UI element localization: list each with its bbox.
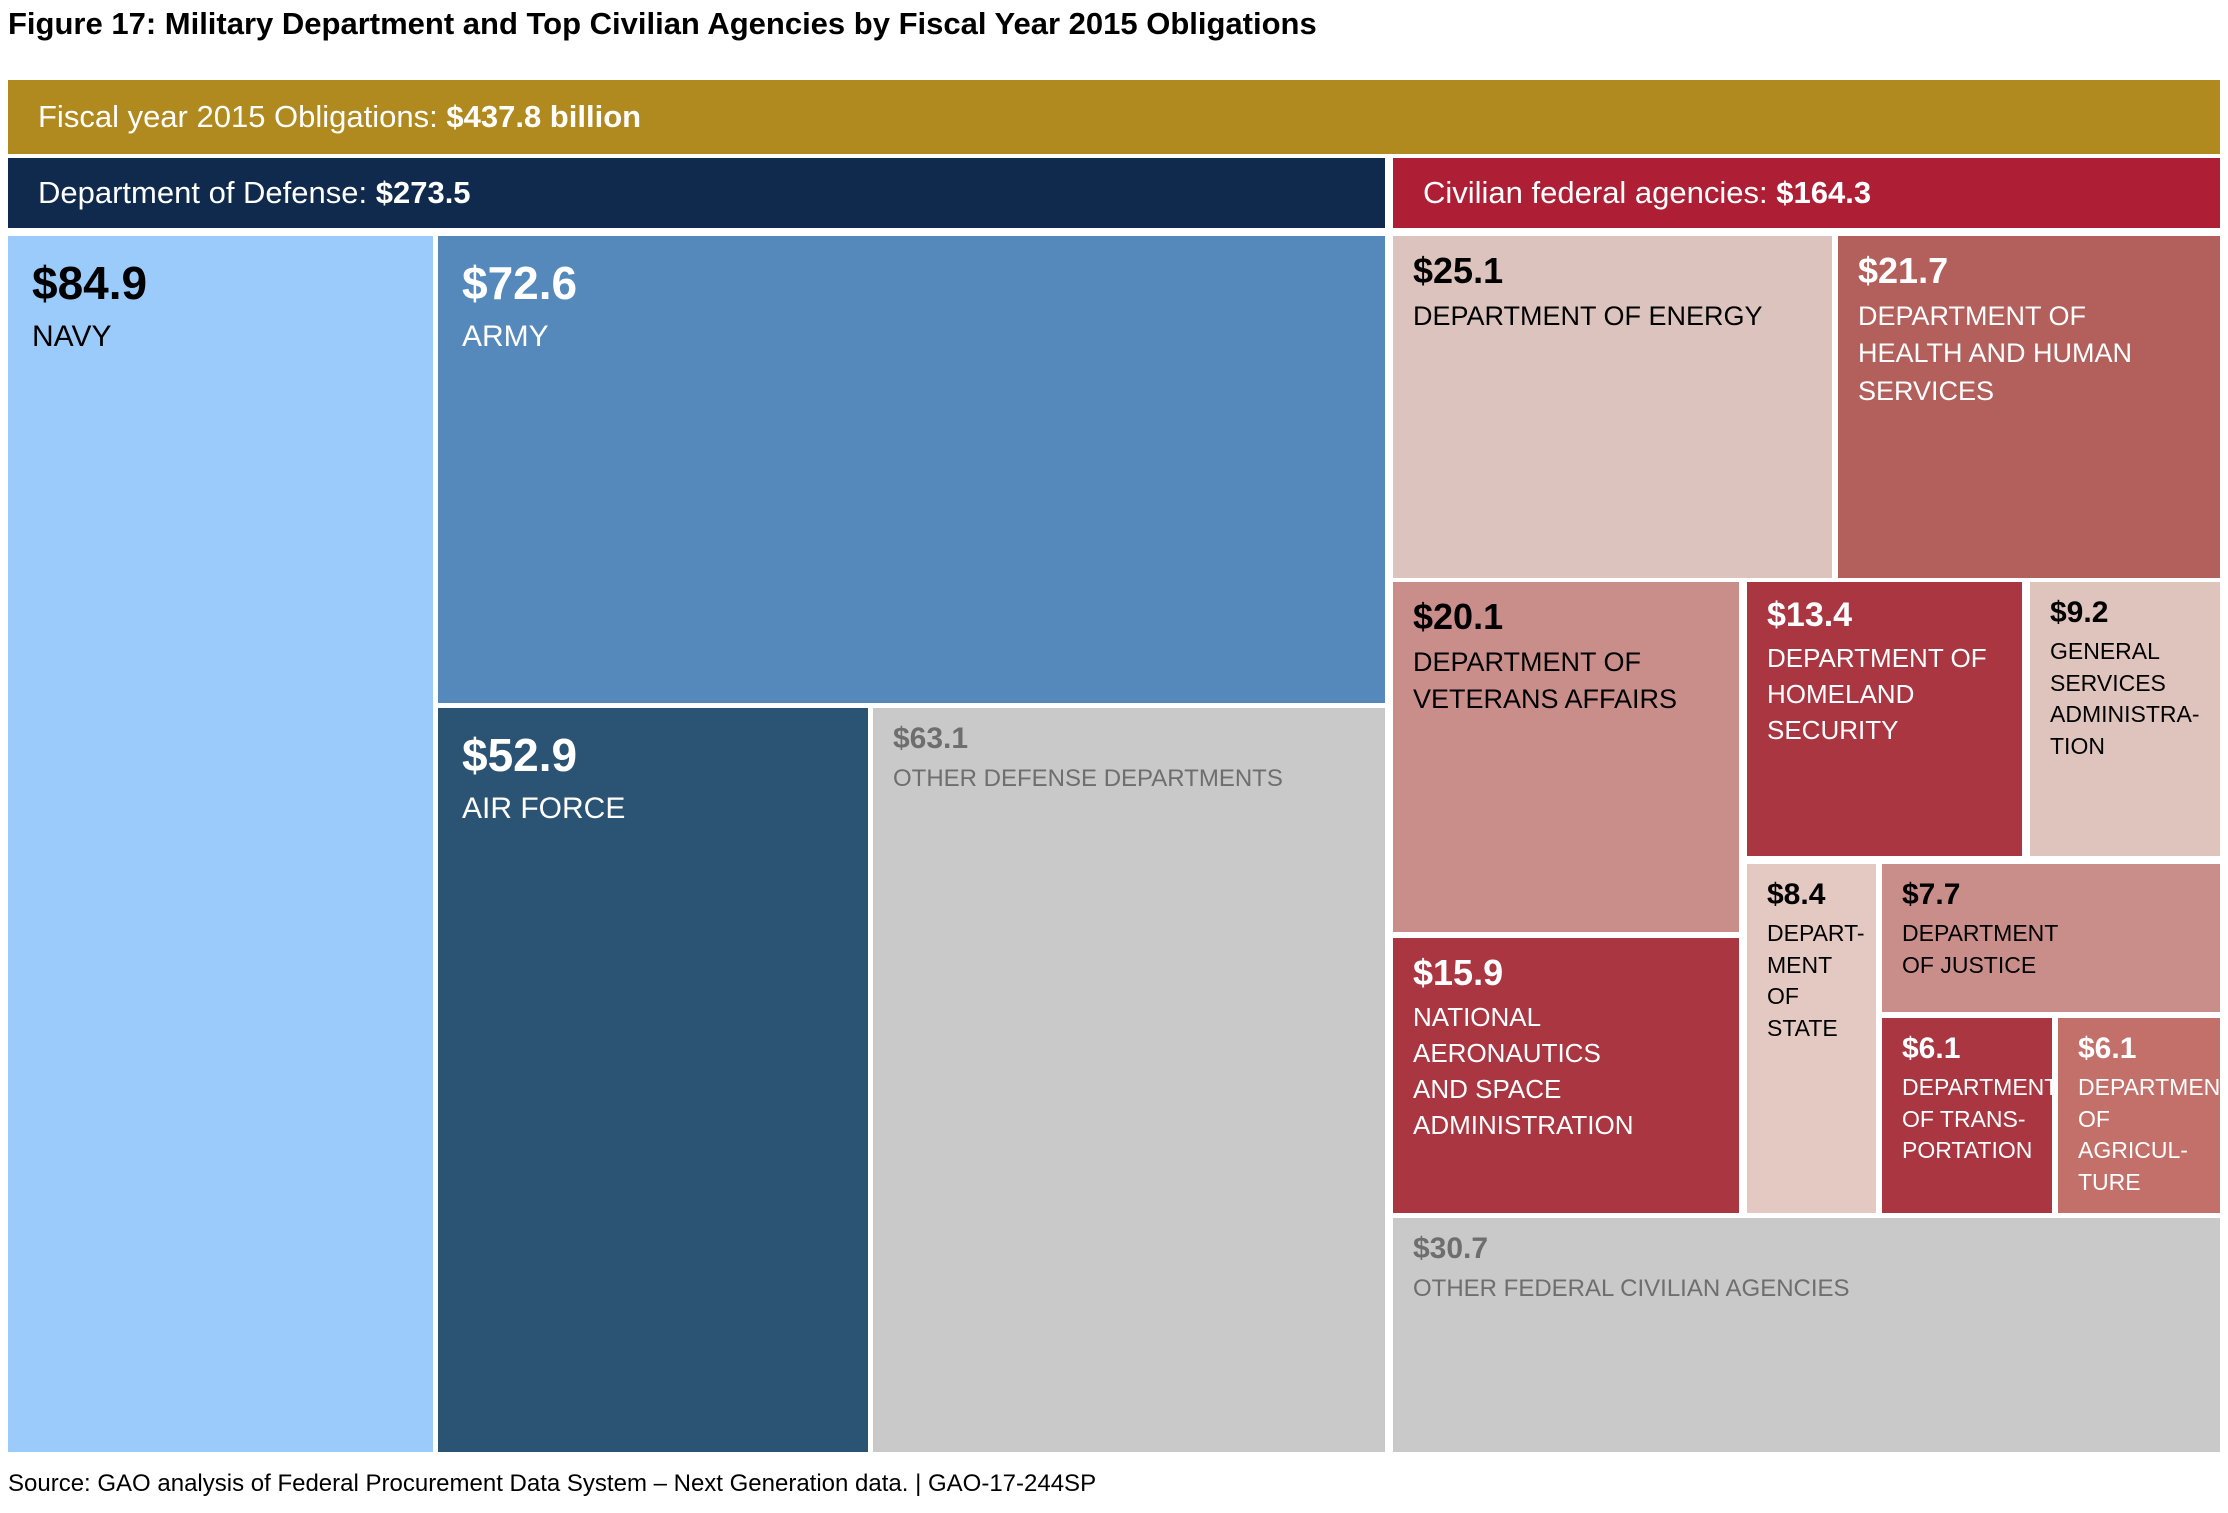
block-value: $7.7	[1902, 878, 1961, 911]
block-label: NATIONAL AERONAUTICS AND SPACE ADMINISTR…	[1413, 1002, 1634, 1140]
block-label: AIR FORCE	[462, 792, 626, 825]
treemap-block-air-force: $52.9 AIR FORCE	[438, 708, 868, 1452]
block-label: DEPARTMENT OF ENERGY	[1413, 301, 1763, 331]
block-label: DEPARTMENT OF HOMELAND SECURITY	[1767, 643, 1987, 745]
block-value: $21.7	[1858, 250, 1949, 291]
block-label: DEPARTMENT OF VETERANS AFFAIRS	[1413, 647, 1678, 715]
block-label: DEPART- MENT OF STATE	[1767, 920, 1865, 1042]
treemap-block-agriculture: $6.1 DEPARTMENT OF AGRICUL- TURE	[2058, 1018, 2220, 1213]
treemap-block-veterans-affairs: $20.1 DEPARTMENT OF VETERANS AFFAIRS	[1393, 582, 1739, 932]
block-label: ARMY	[462, 320, 549, 353]
banner-total-prefix: Fiscal year 2015 Obligations:	[38, 99, 447, 134]
block-label: DEPARTMENT OF AGRICUL- TURE	[2078, 1074, 2220, 1196]
block-value: $8.4	[1767, 878, 1826, 911]
treemap-block-state: $8.4 DEPART- MENT OF STATE	[1747, 864, 1876, 1213]
treemap-block-gsa: $9.2 GENERAL SERVICES ADMINISTRA- TION	[2030, 582, 2220, 856]
banner-total-obligations: Fiscal year 2015 Obligations: $437.8 bil…	[8, 80, 2220, 154]
block-value: $6.1	[1902, 1032, 1961, 1065]
treemap-block-navy: $84.9 NAVY	[8, 236, 433, 1452]
banner-dod-value: $273.5	[375, 175, 471, 210]
treemap-block-nasa: $15.9 NATIONAL AERONAUTICS AND SPACE ADMI…	[1393, 938, 1739, 1213]
block-value: $6.1	[2078, 1032, 2137, 1065]
treemap-block-army: $72.6 ARMY	[438, 236, 1385, 703]
block-value: $20.1	[1413, 596, 1504, 637]
block-value: $15.9	[1413, 952, 1504, 993]
treemap-block-justice: $7.7 DEPARTMENT OF JUSTICE	[1882, 864, 2220, 1012]
block-value: $72.6	[462, 257, 578, 309]
page-title: Figure 17: Military Department and Top C…	[8, 6, 1317, 41]
block-value: $25.1	[1413, 250, 1504, 291]
block-value: $84.9	[32, 257, 148, 309]
treemap-block-energy: $25.1 DEPARTMENT OF ENERGY	[1393, 236, 1832, 578]
block-label: OTHER DEFENSE DEPARTMENTS	[893, 765, 1283, 792]
treemap-block-other-civilian: $30.7 OTHER FEDERAL CIVILIAN AGENCIES	[1393, 1218, 2220, 1452]
treemap-block-homeland-security: $13.4 DEPARTMENT OF HOMELAND SECURITY	[1747, 582, 2022, 856]
source-line: Source: GAO analysis of Federal Procurem…	[8, 1470, 1097, 1497]
treemap-block-transportation: $6.1 DEPARTMENT OF TRANS- PORTATION	[1882, 1018, 2052, 1213]
block-label: GENERAL SERVICES ADMINISTRA- TION	[2050, 638, 2200, 760]
block-value: $13.4	[1767, 596, 1853, 634]
block-label: OTHER FEDERAL CIVILIAN AGENCIES	[1413, 1275, 1850, 1302]
treemap-block-other-defense: $63.1 OTHER DEFENSE DEPARTMENTS	[873, 708, 1385, 1452]
banner-civilian-agencies: Civilian federal agencies: $164.3	[1393, 158, 2220, 228]
banner-dod-prefix: Department of Defense:	[38, 175, 376, 210]
banner-civilian-prefix: Civilian federal agencies:	[1423, 175, 1777, 210]
block-value: $63.1	[893, 722, 969, 755]
block-value: $9.2	[2050, 596, 2109, 629]
block-value: $30.7	[1413, 1232, 1489, 1265]
block-label: DEPARTMENT OF JUSTICE	[1902, 920, 2059, 978]
banner-department-of-defense: Department of Defense: $273.5	[8, 158, 1385, 228]
block-label: NAVY	[32, 320, 112, 353]
banner-total-value: $437.8 billion	[446, 99, 642, 134]
block-label: DEPARTMENT OF TRANS- PORTATION	[1902, 1074, 2052, 1164]
banner-civilian-value: $164.3	[1776, 175, 1872, 210]
treemap-block-hhs: $21.7 DEPARTMENT OF HEALTH AND HUMAN SERV…	[1838, 236, 2220, 578]
block-label: DEPARTMENT OF HEALTH AND HUMAN SERVICES	[1858, 301, 2133, 406]
block-value: $52.9	[462, 729, 578, 781]
